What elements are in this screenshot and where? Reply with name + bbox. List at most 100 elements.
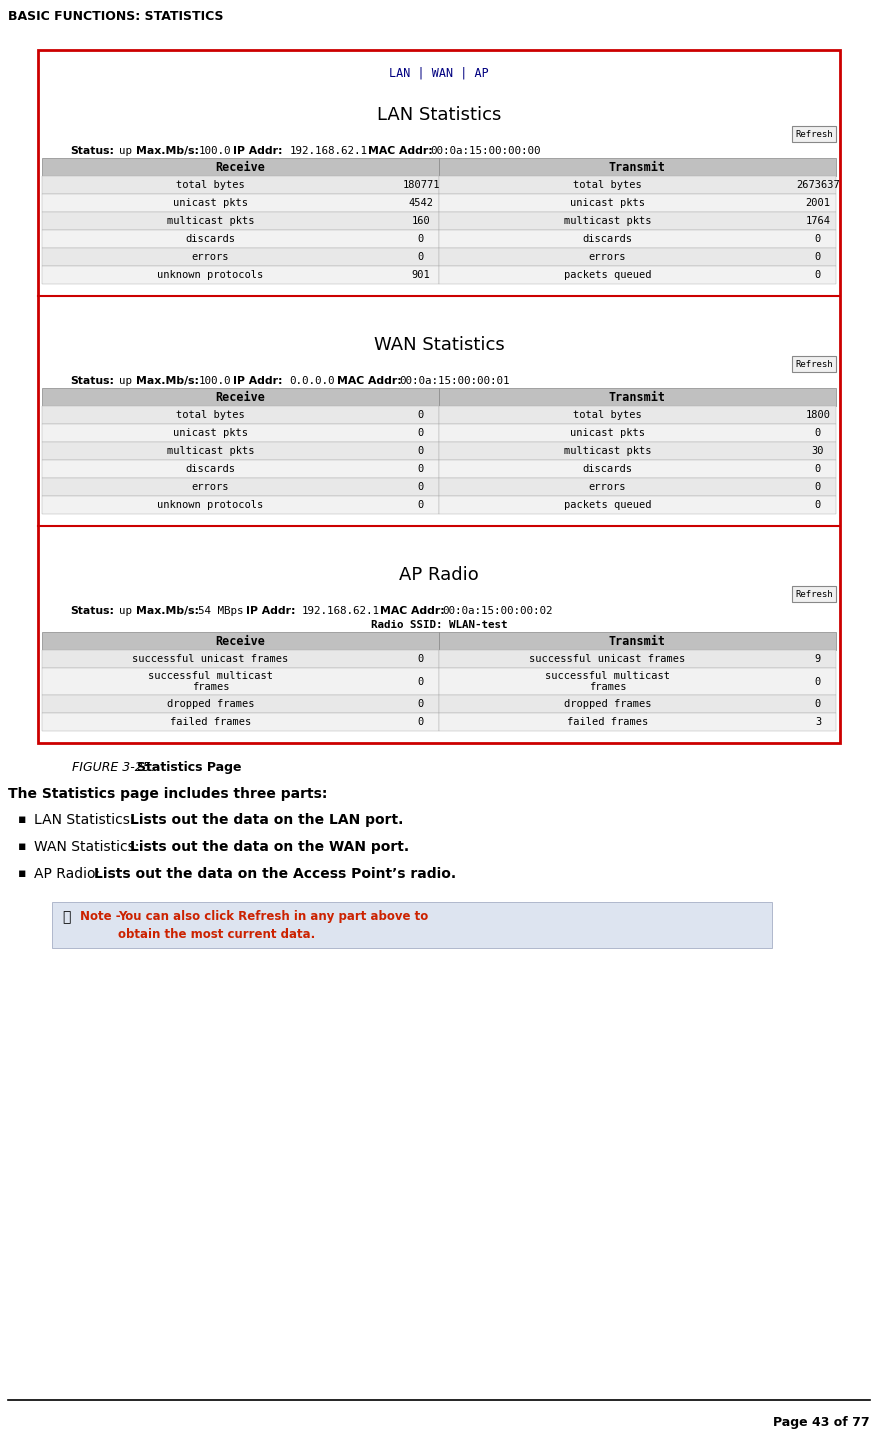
Text: 0: 0 [417,482,424,492]
Text: 192.168.62.1: 192.168.62.1 [302,606,380,616]
Text: 0.0.0.0: 0.0.0.0 [289,376,334,386]
Text: 0: 0 [417,717,424,727]
Text: errors: errors [191,252,229,262]
Text: 0: 0 [417,235,424,243]
Text: Transmit: Transmit [609,160,666,173]
Bar [42,158,438,176]
Bar [42,212,438,230]
Text: Refresh: Refresh [795,360,832,369]
Text: 📝: 📝 [62,910,70,924]
Text: dropped frames: dropped frames [563,698,651,708]
Text: 160: 160 [411,216,430,226]
Bar [42,713,438,732]
Text: 00:0a:15:00:00:00: 00:0a:15:00:00:00 [430,145,540,156]
Text: 0: 0 [814,500,820,510]
Text: Max.Mb/s:: Max.Mb/s: [136,606,199,616]
Text: Status:: Status: [70,145,114,156]
Bar [791,127,835,143]
Bar [42,406,438,423]
Text: 0: 0 [814,464,820,474]
Text: successful multicast
frames: successful multicast frames [148,671,273,693]
Text: 0: 0 [417,654,424,664]
Text: 2001: 2001 [804,199,830,207]
Text: AP Radio: AP Radio [399,566,478,585]
Text: Lists out the data on the LAN port.: Lists out the data on the LAN port. [130,814,403,827]
Text: Refresh: Refresh [795,589,832,599]
Text: unicast pkts: unicast pkts [569,199,645,207]
Text: IP Addr:: IP Addr: [233,145,282,156]
Text: The Statistics page includes three parts:: The Statistics page includes three parts… [8,788,327,801]
Text: IP Addr:: IP Addr: [246,606,295,616]
Text: Receive: Receive [216,160,265,173]
Text: 180771: 180771 [402,180,439,190]
Bar [42,442,438,459]
Text: 0: 0 [814,482,820,492]
Text: 0: 0 [417,428,424,438]
Bar [438,713,835,732]
Text: LAN Statistics: LAN Statistics [376,107,501,124]
Text: LAN Statistics:: LAN Statistics: [34,814,139,827]
Text: 0: 0 [417,500,424,510]
Bar [42,230,438,248]
Text: successful multicast
frames: successful multicast frames [545,671,669,693]
Bar [42,266,438,284]
Text: 0: 0 [814,252,820,262]
Bar [38,50,839,743]
Text: failed frames: failed frames [169,717,251,727]
Text: multicast pkts: multicast pkts [563,216,651,226]
Text: 30: 30 [811,446,824,456]
Text: errors: errors [191,482,229,492]
Bar [438,649,835,668]
Bar [42,649,438,668]
Text: 901: 901 [411,271,430,279]
Text: successful unicast frames: successful unicast frames [132,654,289,664]
Text: 54 MBps: 54 MBps [198,606,244,616]
Text: ▪: ▪ [18,840,26,852]
Bar [438,632,835,649]
Text: unicast pkts: unicast pkts [173,428,247,438]
Text: 1800: 1800 [804,410,830,420]
Text: discards: discards [581,464,631,474]
Bar [438,478,835,495]
Text: MAC Addr:: MAC Addr: [337,376,401,386]
Text: BASIC FUNCTIONS: STATISTICS: BASIC FUNCTIONS: STATISTICS [8,10,224,23]
Text: 0: 0 [814,428,820,438]
Bar [438,176,835,194]
Text: discards: discards [581,235,631,243]
Text: FIGURE 3-25:: FIGURE 3-25: [72,760,159,775]
Text: Transmit: Transmit [609,635,666,648]
Bar [438,668,835,696]
Text: 0: 0 [417,410,424,420]
Text: 0: 0 [814,235,820,243]
Bar [438,423,835,442]
Text: packets queued: packets queued [563,500,651,510]
Text: ▪: ▪ [18,867,26,880]
Bar [52,901,771,948]
Bar [42,668,438,696]
Bar [438,194,835,212]
Bar [438,248,835,266]
Text: Max.Mb/s:: Max.Mb/s: [136,376,199,386]
Text: up: up [119,606,132,616]
Text: 00:0a:15:00:00:02: 00:0a:15:00:00:02 [442,606,553,616]
Text: total bytes: total bytes [176,410,245,420]
Text: multicast pkts: multicast pkts [167,446,254,456]
Text: IP Addr:: IP Addr: [233,376,282,386]
Text: WAN Statistics:: WAN Statistics: [34,840,144,854]
Text: Receive: Receive [216,635,265,648]
Text: 4542: 4542 [408,199,433,207]
Bar [42,387,438,406]
Text: 0: 0 [814,677,820,687]
Text: unicast pkts: unicast pkts [569,428,645,438]
Bar [438,230,835,248]
Text: multicast pkts: multicast pkts [563,446,651,456]
Text: errors: errors [588,482,625,492]
Text: 0: 0 [417,698,424,708]
Text: You can also click Refresh in any part above to
obtain the most current data.: You can also click Refresh in any part a… [118,910,428,940]
Text: 0: 0 [814,698,820,708]
Bar [791,356,835,372]
Text: multicast pkts: multicast pkts [167,216,254,226]
Bar [42,176,438,194]
Bar [42,194,438,212]
Bar [438,387,835,406]
